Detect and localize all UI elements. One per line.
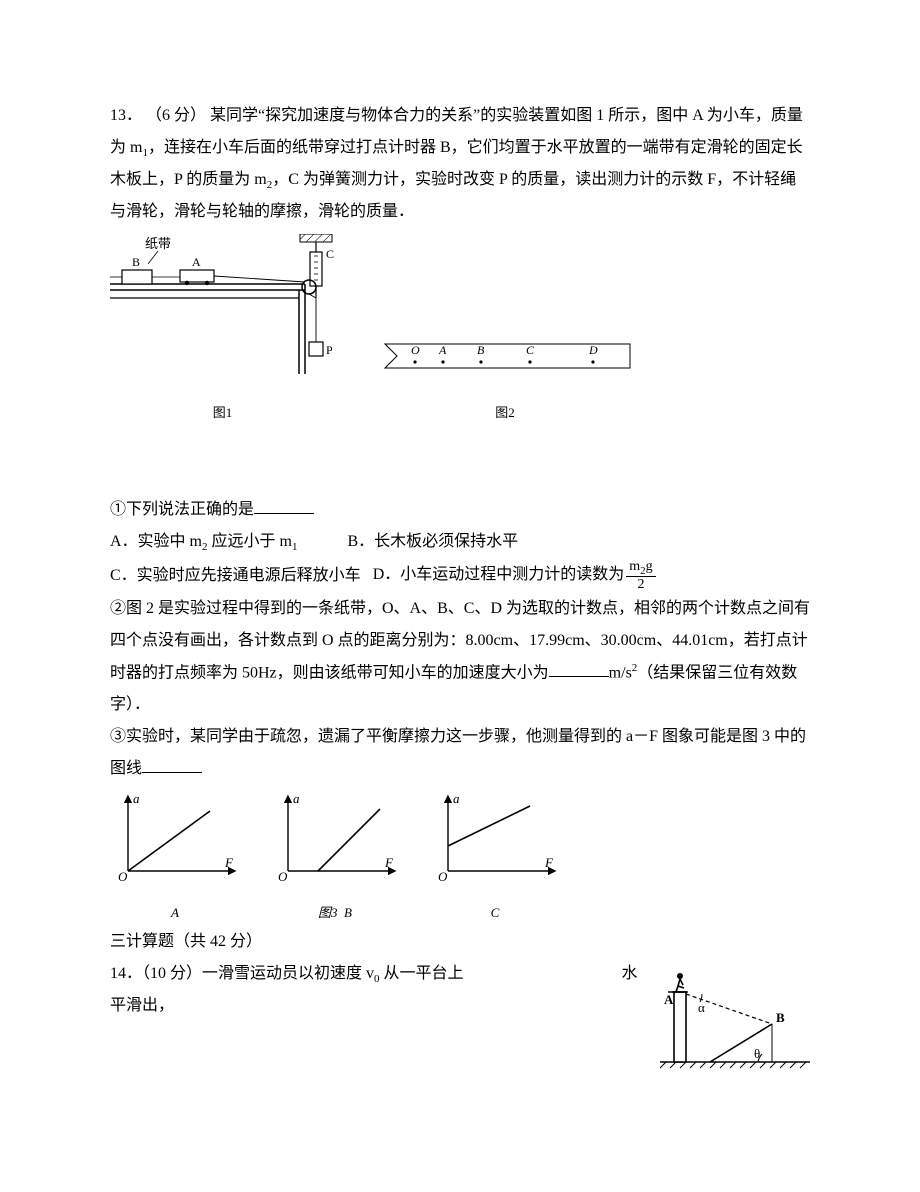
q13-opt-AB: A．实验中 m2 应远小于 m1 B．长木板必须保持水平: [110, 526, 810, 558]
opt-C: C．实验时应先接通电源后释放小车: [110, 566, 361, 583]
q13-part2: ②图 2 是实验过程中得到的一条纸带，O、A、B、C、D 为选取的计数点，相邻的…: [110, 593, 810, 721]
svg-text:F: F: [384, 855, 394, 870]
q13-part1: ①下列说法正确的是: [110, 494, 810, 526]
svg-text:O: O: [278, 869, 288, 884]
q13-number: 13．: [110, 107, 142, 124]
q13-figures-row: C 纸带 B: [110, 234, 810, 426]
blank-part2[interactable]: [549, 660, 609, 677]
figure-2: O A B C D 图2: [375, 334, 635, 426]
fig3-caption: 图3: [318, 905, 338, 920]
svg-text:O: O: [118, 869, 128, 884]
label-tape: 纸带: [145, 236, 171, 251]
graph-A: a F O A: [110, 791, 240, 926]
graph-B: a F O 图3 B: [270, 791, 400, 926]
svg-text:F: F: [544, 855, 554, 870]
skier-icon: [672, 973, 688, 992]
label-B: B: [132, 255, 140, 269]
svg-text:A: A: [664, 992, 674, 1007]
fig2-caption: 图2: [375, 400, 635, 426]
svg-text:A: A: [438, 343, 447, 357]
opt-A: A．实验中 m2 应远小于 m1: [110, 526, 297, 558]
svg-text:θ: θ: [754, 1046, 760, 1061]
svg-text:a: a: [293, 791, 300, 806]
svg-text:a: a: [453, 791, 460, 806]
fraction-m2g-2: m2g2: [626, 559, 655, 593]
q13-paragraph: 13． （6 分） 某同学“探究加速度与物体合力的关系”的实验装置如图 1 所示…: [110, 100, 810, 228]
q13-part3: ③实验时，某同学由于疏忽，遗漏了平衡摩擦力这一步骤，他测量得到的 a－F 图象可…: [110, 721, 810, 785]
svg-text:B: B: [776, 1010, 785, 1025]
svg-text:F: F: [224, 855, 234, 870]
tape-svg: O A B C D: [375, 334, 635, 384]
blank-part1[interactable]: [254, 497, 314, 514]
svg-text:α: α: [698, 1000, 705, 1015]
q13-points: （6 分）: [146, 107, 206, 124]
graph-C: a F O C: [430, 791, 560, 926]
q14: A α B θ 14．（10 分）一滑雪运动员以初速度 v0 从一平台上 水平滑…: [110, 958, 810, 1084]
graphs-row: a F O A a F O 图3 B a F O C: [110, 791, 810, 926]
section-3-header: 三计算题（共 42 分）: [110, 926, 810, 958]
opt-D: D．小车运动过程中测力计的读数为m2g2: [373, 566, 658, 583]
label-A: A: [192, 255, 201, 269]
fig1-caption: 图1: [110, 400, 335, 426]
blank-part3[interactable]: [142, 756, 202, 773]
svg-text:B: B: [477, 343, 485, 357]
q13-opt-CD: C．实验时应先接通电源后释放小车 D．小车运动过程中测力计的读数为m2g2: [110, 559, 810, 593]
opt-B: B．长木板必须保持水平: [347, 526, 518, 558]
q14-figure: A α B θ: [660, 962, 810, 1084]
label-C: C: [326, 247, 334, 261]
svg-text:a: a: [133, 791, 140, 806]
svg-text:C: C: [526, 343, 535, 357]
svg-text:O: O: [438, 869, 448, 884]
apparatus-svg: C 纸带 B: [110, 234, 335, 384]
svg-text:O: O: [411, 343, 420, 357]
svg-text:D: D: [588, 343, 598, 357]
label-P: P: [326, 343, 333, 357]
figure-1: C 纸带 B: [110, 234, 335, 426]
